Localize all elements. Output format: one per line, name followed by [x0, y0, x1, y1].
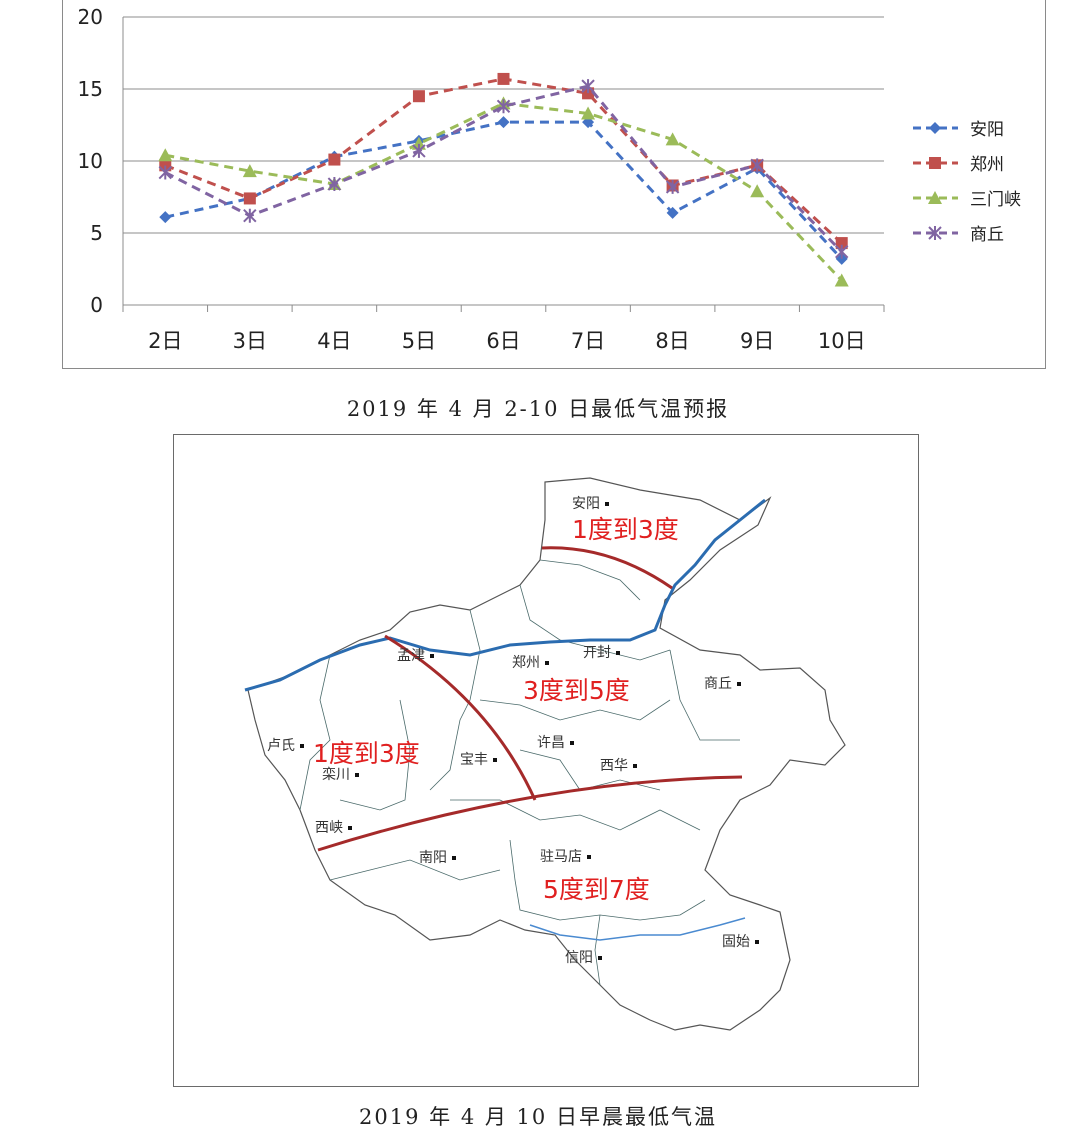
data-point: [412, 90, 425, 103]
data-point: [328, 153, 341, 166]
y-tick-label: 20: [78, 5, 103, 29]
data-point: [159, 211, 172, 224]
y-tick-label: 15: [78, 77, 103, 101]
legend-item: 郑州: [913, 155, 1004, 175]
data-point: [497, 116, 510, 129]
y-tick-labels: 0 5 10 15 20: [78, 5, 103, 317]
series-lines: [158, 72, 849, 287]
y-tick-label: 0: [90, 293, 103, 317]
data-point: [158, 148, 173, 162]
data-point: [581, 79, 595, 94]
data-point: [835, 252, 848, 265]
x-tick-label: 6日: [486, 329, 520, 353]
data-point: [834, 273, 849, 287]
legend-label: 安阳: [970, 120, 1004, 140]
chart-caption: 2019 年 4 月 2-10 日最低气温预报: [346, 397, 730, 421]
x-tick-label: 8日: [655, 329, 689, 353]
data-point: [665, 179, 680, 194]
data-point: [327, 177, 342, 192]
legend-item: 三门峡: [913, 190, 1021, 210]
data-point: [243, 192, 256, 205]
data-point: [750, 158, 764, 173]
data-point: [243, 208, 257, 223]
x-axis: 2日 3日 4日 5日 6日 7日 8日 9日 10日: [122, 17, 885, 353]
legend-label: 三门峡: [970, 190, 1021, 210]
legend-marker: [929, 157, 941, 169]
series-line: [164, 84, 843, 253]
x-tick-label: 9日: [740, 329, 774, 353]
legend-label: 商丘: [970, 225, 1004, 245]
data-point: [242, 164, 257, 178]
data-point: [750, 184, 765, 198]
x-tick-label: 2日: [148, 329, 182, 353]
x-tick-label: 5日: [402, 329, 436, 353]
legend-item: 安阳: [913, 120, 1004, 140]
data-point: [835, 237, 848, 250]
x-tick-label: 4日: [317, 329, 351, 353]
chart-gridlines: [123, 16, 884, 306]
legend-marker: [928, 191, 942, 204]
y-tick-label: 5: [90, 221, 103, 245]
legend-item: 商丘: [913, 225, 1004, 245]
data-point: [496, 99, 511, 114]
data-point: [665, 132, 680, 146]
data-point: [158, 165, 172, 180]
x-tick-label: 7日: [571, 329, 605, 353]
y-tick-label: 10: [78, 149, 103, 173]
data-point: [412, 143, 426, 158]
series-1: [159, 116, 848, 265]
legend-marker: [928, 226, 942, 240]
data-point: [666, 206, 679, 219]
map-caption: 2019 年 4 月 10 日早晨最低气温: [359, 1105, 717, 1129]
x-tick-label: 10日: [818, 329, 866, 353]
data-point: [497, 72, 510, 85]
x-tick-label: 3日: [233, 329, 267, 353]
data-point: [835, 244, 849, 259]
series-4: [158, 79, 849, 259]
map-frame: [173, 434, 919, 1087]
chart-frame: [62, 0, 1046, 369]
legend-marker: [929, 122, 941, 134]
legend-label: 郑州: [970, 155, 1004, 175]
data-point: [581, 106, 596, 120]
